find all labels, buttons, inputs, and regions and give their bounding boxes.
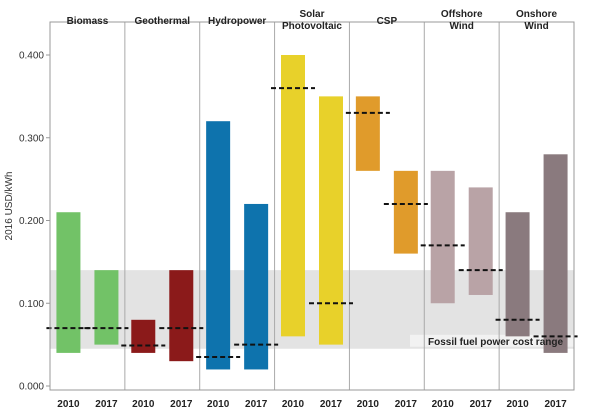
- cost-range-bar: [468, 187, 493, 295]
- panel-title: Solar: [299, 9, 324, 20]
- x-tick-label: 2010: [207, 399, 230, 410]
- cost-range-bar: [169, 270, 194, 362]
- cost-range-bar: [281, 55, 305, 337]
- y-axis-label: 2016 USD/kWh: [4, 172, 15, 241]
- panel-title: Geothermal: [134, 16, 190, 27]
- y-tick-label: 0.100: [19, 299, 44, 310]
- cost-range-bar: [94, 270, 119, 345]
- x-tick-label: 2017: [470, 399, 493, 410]
- x-tick-label: 2017: [544, 399, 567, 410]
- x-tick-label: 2017: [170, 399, 193, 410]
- cost-range-bar: [206, 121, 231, 370]
- cost-range-bar: [56, 212, 81, 353]
- x-tick-label: 2010: [57, 399, 80, 410]
- cost-range-bar: [430, 170, 455, 304]
- plot-frame: [49, 21, 575, 391]
- x-tick-label: 2010: [282, 399, 305, 410]
- x-tick-label: 2017: [395, 399, 418, 410]
- y-tick-label: 0.200: [19, 216, 44, 227]
- x-tick-label: 2017: [245, 399, 268, 410]
- cost-range-bar: [505, 212, 530, 337]
- cost-range-bar: [393, 170, 418, 254]
- cost-range-bar: [244, 203, 269, 370]
- panel-title: Hydropower: [208, 16, 266, 27]
- y-tick-label: 0.400: [19, 51, 44, 62]
- cost-range-bar: [355, 96, 380, 171]
- panel-title: Offshore: [441, 9, 483, 20]
- cost-range-bar: [131, 319, 156, 353]
- x-tick-label: 2010: [506, 399, 529, 410]
- labels-layer: Fossil fuel power cost range 0.000 0.100 0.…: [4, 9, 567, 410]
- panel-title: Wind: [450, 21, 474, 32]
- x-tick-label: 2017: [320, 399, 343, 410]
- bars-layer: [56, 55, 568, 370]
- panel-title: Onshore: [516, 9, 558, 20]
- x-tick-label: 2010: [357, 399, 380, 410]
- axes-layer: [46, 21, 575, 391]
- fossil-band-label-bg: [410, 334, 574, 347]
- panel-title: Photovoltaic: [282, 21, 342, 32]
- cost-range-bar: [319, 96, 343, 345]
- cost-range-bar: [543, 154, 568, 353]
- y-tick-label: 0.000: [19, 382, 44, 393]
- average-markers-layer: [46, 87, 578, 359]
- panel-title: CSP: [377, 16, 398, 27]
- panel-title: Biomass: [67, 16, 109, 27]
- x-tick-label: 2010: [432, 399, 455, 410]
- y-tick-label: 0.300: [19, 133, 44, 144]
- panel-title: Wind: [524, 21, 548, 32]
- x-tick-label: 2010: [132, 399, 155, 410]
- x-tick-label: 2017: [95, 399, 118, 410]
- fossil-band-label: Fossil fuel power cost range: [428, 337, 563, 348]
